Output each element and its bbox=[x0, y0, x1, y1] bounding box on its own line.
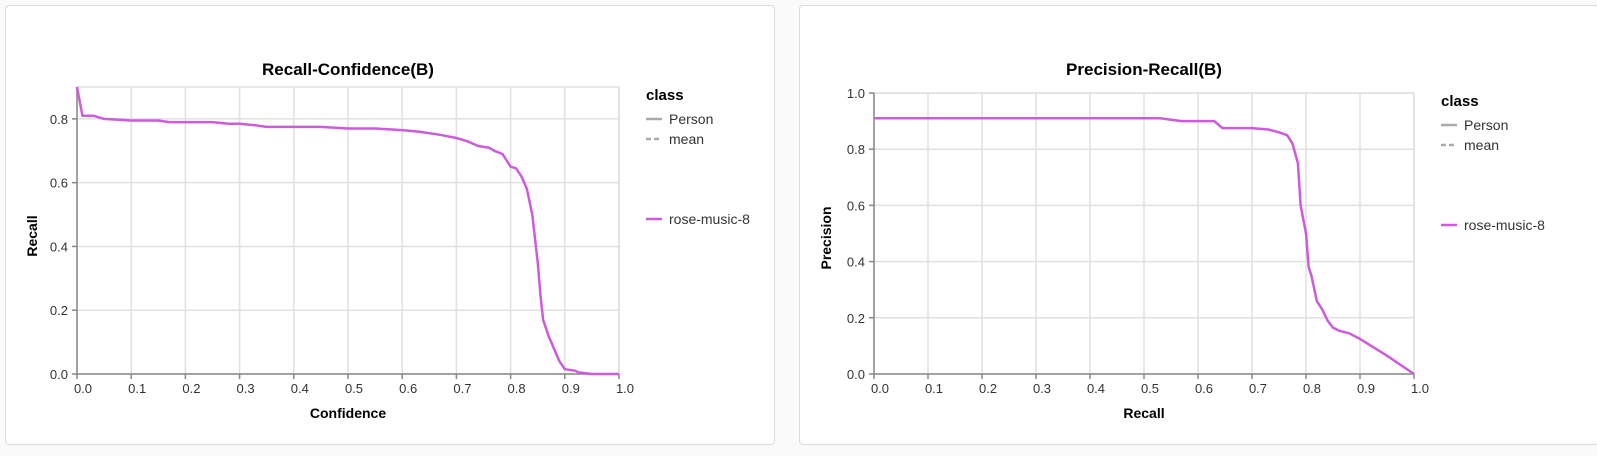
series-line-rose-music-8[interactable] bbox=[874, 117, 1415, 376]
grid bbox=[873, 92, 1415, 375]
y-tick-label: 0.0 bbox=[50, 367, 68, 382]
x-tick-label: 0.0 bbox=[871, 381, 889, 396]
y-tick-label: 0.0 bbox=[847, 367, 865, 382]
axes bbox=[72, 87, 620, 379]
chart-title: Precision-Recall(B) bbox=[1066, 60, 1222, 79]
x-tick-label: 0.1 bbox=[128, 381, 146, 396]
legend-item-Person[interactable]: Person bbox=[1464, 117, 1508, 133]
y-tick-label: 0.6 bbox=[50, 176, 68, 191]
x-tick-label: 0.8 bbox=[508, 381, 526, 396]
legend-title: class bbox=[646, 87, 684, 104]
x-tick-label: 1.0 bbox=[1411, 381, 1429, 396]
x-axis-title: Recall bbox=[1123, 405, 1164, 421]
x-tick-label: 0.2 bbox=[979, 381, 997, 396]
y-tick-label: 0.8 bbox=[50, 112, 68, 127]
y-tick-label: 0.6 bbox=[847, 198, 865, 213]
y-tick-label: 0.8 bbox=[847, 142, 865, 157]
recall-confidence-chart: Recall-Confidence(B) 0.0 0.1 0.2 0.3 0.4 0.5 0… bbox=[24, 60, 750, 421]
legend-item-mean[interactable]: mean bbox=[669, 131, 704, 147]
x-tick-label: 0.0 bbox=[74, 381, 92, 396]
x-tick-label: 0.7 bbox=[453, 381, 471, 396]
legend-item-Person[interactable]: Person bbox=[669, 111, 713, 127]
x-tick-label: 0.1 bbox=[925, 381, 943, 396]
x-tick-label: 0.2 bbox=[182, 381, 200, 396]
x-tick-label: 1.0 bbox=[616, 381, 634, 396]
x-tick-label: 0.7 bbox=[1249, 381, 1267, 396]
legend-title: class bbox=[1441, 93, 1479, 110]
x-tick-label: 0.3 bbox=[1033, 381, 1051, 396]
legend: class Person mean rose-music-8 bbox=[646, 87, 750, 227]
y-axis-title: Recall bbox=[24, 215, 40, 256]
legend: class Person mean rose-music-8 bbox=[1441, 93, 1545, 233]
legend-item-mean[interactable]: mean bbox=[1464, 137, 1499, 153]
x-tick-label: 0.5 bbox=[345, 381, 363, 396]
series-line-rose-music-8[interactable] bbox=[75, 86, 619, 376]
axes bbox=[869, 92, 1415, 379]
x-tick-label: 0.4 bbox=[291, 381, 309, 396]
x-tick-label: 0.3 bbox=[237, 381, 255, 396]
y-tick-label: 0.4 bbox=[50, 239, 68, 254]
precision-recall-panel: Precision-Recall(B) 0.0 0.1 0.2 0.3 0.4 0.5 0.… bbox=[799, 5, 1597, 445]
x-tick-label: 0.5 bbox=[1141, 381, 1159, 396]
legend-item-rose-music-8[interactable]: rose-music-8 bbox=[1464, 217, 1545, 233]
y-tick-label: 0.4 bbox=[847, 255, 865, 270]
chart-title: Recall-Confidence(B) bbox=[262, 60, 434, 79]
x-tick-label: 0.6 bbox=[1195, 381, 1213, 396]
x-tick-label: 0.9 bbox=[562, 381, 580, 396]
x-tick-label: 0.8 bbox=[1303, 381, 1321, 396]
precision-recall-chart: Precision-Recall(B) 0.0 0.1 0.2 0.3 0.4 0.5 0.… bbox=[818, 60, 1545, 421]
legend-item-rose-music-8[interactable]: rose-music-8 bbox=[669, 211, 750, 227]
grid bbox=[76, 86, 620, 375]
recall-confidence-panel: Recall-Confidence(B) 0.0 0.1 0.2 0.3 0.4 0.5 0… bbox=[5, 5, 775, 445]
x-tick-label: 0.4 bbox=[1087, 381, 1105, 396]
y-tick-label: 1.0 bbox=[847, 86, 865, 101]
x-tick-label: 0.6 bbox=[399, 381, 417, 396]
y-tick-label: 0.2 bbox=[847, 311, 865, 326]
y-tick-label: 0.2 bbox=[50, 303, 68, 318]
x-axis-title: Confidence bbox=[310, 405, 386, 421]
y-axis-title: Precision bbox=[818, 206, 834, 269]
tick-labels: 0.0 0.1 0.2 0.3 0.4 0.5 0.6 0.7 0.8 0.9 1.0 0.0 0.2 0… bbox=[50, 112, 634, 396]
x-tick-label: 0.9 bbox=[1357, 381, 1375, 396]
tick-labels: 0.0 0.1 0.2 0.3 0.4 0.5 0.6 0.7 0.8 0.9 1.0 0.0 0.2 0… bbox=[847, 86, 1429, 396]
